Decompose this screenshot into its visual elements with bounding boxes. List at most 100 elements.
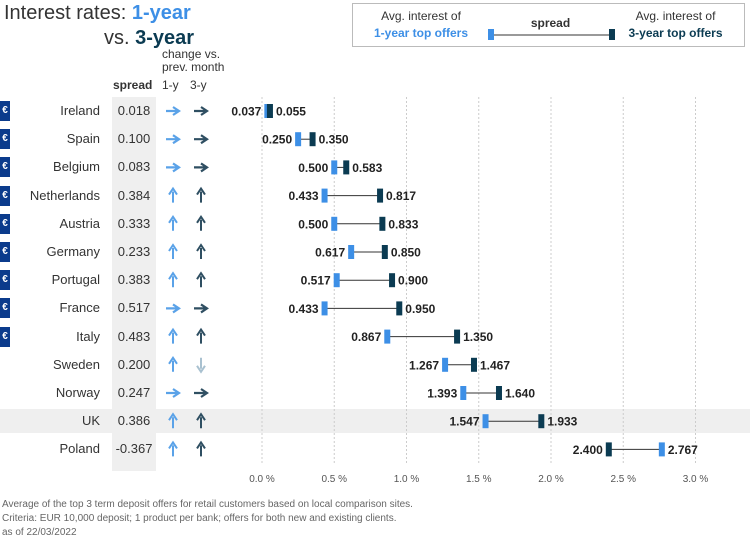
three-year-value-label: 0.900 — [398, 274, 428, 288]
country-label: Poland — [59, 441, 100, 457]
spread-column-band — [112, 97, 156, 471]
one-year-value-label: 1.547 — [450, 415, 480, 429]
title-3year: 3-year — [135, 27, 195, 49]
one-year-marker — [658, 442, 665, 457]
three-year-value-label: 0.817 — [386, 189, 416, 203]
three-year-marker — [343, 160, 350, 175]
one-year-marker — [331, 160, 338, 175]
legend-dumbbell — [488, 29, 615, 40]
spread-value: 0.247 — [117, 385, 151, 400]
legend-middle: spread — [523, 15, 578, 32]
euro-badge: € — [0, 129, 10, 150]
change-1y-arrow — [168, 243, 178, 259]
x-tick-label: 1.0 % — [394, 474, 420, 485]
country-label: Italy — [76, 328, 100, 344]
country-label: Netherlands — [29, 187, 100, 203]
euro-badge: € — [0, 101, 10, 121]
chart-title-line2: vs. 3-year — [104, 27, 194, 50]
change-3y-arrow — [196, 271, 206, 288]
x-tick-label: 0.5 % — [321, 474, 347, 485]
chart-title-line1: Interest rates: 1-year — [4, 2, 191, 25]
spread-value: 0.384 — [117, 187, 151, 203]
three-year-marker — [495, 386, 502, 400]
change-header-line2: prev. month — [162, 60, 225, 74]
legend: Avg. interest of 1-year top offers sprea… — [352, 3, 745, 47]
euro-badge: € — [0, 270, 10, 291]
change-3y-arrow — [194, 303, 209, 314]
legend-right-line1: Avg. interest of — [635, 9, 716, 23]
change-1y-arrow — [166, 303, 181, 314]
legend-left: Avg. interest of 1-year top offers — [361, 8, 481, 42]
change-3y-arrow — [196, 214, 206, 231]
change-1y-arrow — [166, 162, 181, 173]
three-year-marker — [381, 245, 388, 259]
three-year-marker — [309, 132, 316, 147]
spread-value: 0.383 — [117, 272, 151, 288]
x-tick-label: 0.0 % — [249, 474, 275, 485]
x-tick-label: 3.0 % — [683, 474, 709, 485]
one-year-marker — [384, 329, 391, 344]
spread-value: 0.333 — [117, 215, 151, 231]
country-label: Spain — [66, 131, 100, 147]
three-year-marker — [396, 301, 403, 316]
three-year-marker — [605, 442, 612, 457]
one-year-value-label: 0.433 — [289, 302, 319, 316]
spread-value: 0.018 — [117, 103, 151, 118]
change-1y-arrow — [168, 186, 178, 203]
change-3y-header: 3-y — [190, 78, 207, 92]
one-year-value-label: 2.767 — [668, 443, 698, 457]
spread-value: 0.083 — [117, 159, 151, 175]
one-year-marker — [460, 386, 467, 400]
three-year-value-label: 0.055 — [276, 105, 306, 119]
legend-right: Avg. interest of 3-year top offers — [613, 8, 738, 42]
spread-value: -0.367 — [115, 441, 153, 457]
change-1y-arrow — [168, 440, 178, 457]
three-year-value-label: 0.850 — [391, 246, 421, 260]
one-year-value-label: 0.433 — [289, 189, 319, 203]
one-year-value-label: 0.037 — [231, 105, 261, 119]
three-year-value-label: 0.350 — [319, 133, 349, 147]
three-year-marker — [454, 329, 461, 344]
country-label: France — [59, 300, 100, 316]
change-3y-arrow — [196, 327, 206, 344]
three-year-marker — [389, 273, 396, 288]
x-tick-label: 2.5 % — [610, 474, 636, 485]
spread-value: 0.200 — [117, 356, 151, 372]
country-label: Belgium — [53, 159, 100, 175]
change-1y-arrow — [168, 214, 178, 231]
three-year-value-label: 0.950 — [405, 302, 435, 316]
change-3y-arrow — [196, 186, 206, 203]
legend-right-line2: 3-year top offers — [628, 26, 723, 40]
spread-value: 0.386 — [117, 413, 151, 429]
legend-left-line2: 1-year top offers — [373, 26, 469, 40]
change-3y-arrow — [194, 134, 209, 145]
change-1y-arrow — [168, 327, 178, 344]
spread-value: 0.100 — [117, 131, 151, 147]
footer-note-1: Average of the top 3 term deposit offers… — [2, 499, 413, 510]
country-label: UK — [81, 413, 100, 429]
country-label: Ireland — [60, 103, 100, 118]
one-year-value-label: 0.617 — [315, 246, 345, 260]
change-1y-arrow — [166, 134, 181, 145]
one-year-marker — [442, 357, 449, 372]
euro-badge: € — [0, 242, 10, 262]
change-header: change vs. prev. month — [162, 48, 224, 74]
change-1y-arrow — [168, 412, 178, 429]
three-year-value-label: 1.640 — [505, 387, 535, 401]
legend-left-line1: Avg. interest of — [381, 9, 461, 23]
x-tick-label: 2.0 % — [538, 474, 564, 485]
legend-1year-marker — [488, 29, 494, 40]
change-3y-arrow — [196, 412, 206, 429]
change-3y-arrow — [194, 162, 209, 173]
one-year-value-label: 0.500 — [298, 161, 328, 175]
change-1y-arrow — [168, 355, 178, 372]
spread-value: 0.517 — [117, 300, 151, 316]
change-3y-arrow — [196, 440, 206, 457]
three-year-marker — [538, 414, 545, 429]
euro-badge: € — [0, 213, 10, 234]
one-year-marker — [333, 273, 340, 288]
legend-3year-marker — [609, 29, 615, 40]
one-year-marker — [321, 188, 328, 203]
euro-badge: € — [0, 326, 10, 347]
one-year-value-label: 1.393 — [427, 387, 457, 401]
